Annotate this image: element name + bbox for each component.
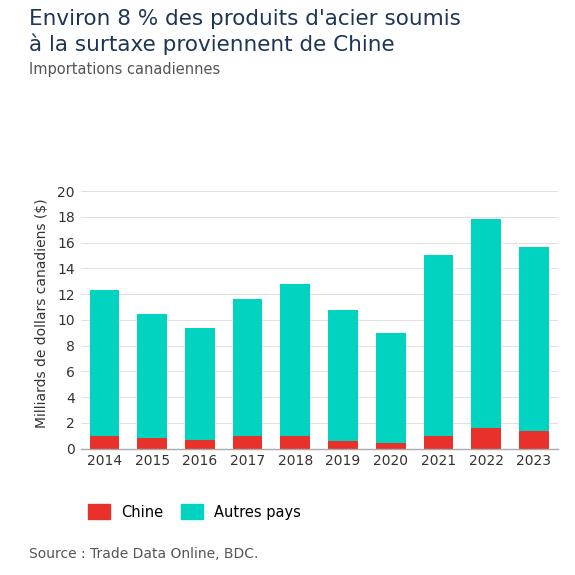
Bar [424,255,453,436]
Bar [185,440,214,448]
Bar [137,314,167,438]
Bar [472,220,501,428]
Bar [137,438,167,448]
Bar [281,436,310,449]
Bar [328,442,358,448]
Bar [424,436,453,449]
Legend: Chine, Autres pays: Chine, Autres pays [88,504,301,520]
Text: Source : Trade Data Online, BDC.: Source : Trade Data Online, BDC. [29,547,258,561]
Bar [328,310,358,442]
Text: Importations canadiennes: Importations canadiennes [29,62,220,76]
Bar [233,436,262,449]
Bar [90,290,119,436]
Bar [519,431,549,448]
Bar [90,436,119,449]
Bar [472,428,501,448]
Bar [376,334,405,443]
Bar [519,247,549,431]
Text: à la surtaxe proviennent de Chine: à la surtaxe proviennent de Chine [29,33,394,55]
Y-axis label: Milliards de dollars canadiens ($): Milliards de dollars canadiens ($) [35,198,49,428]
Bar [281,284,310,436]
Text: Environ 8 % des produits d'acier soumis: Environ 8 % des produits d'acier soumis [29,9,461,29]
Bar [185,328,214,440]
Bar [233,299,262,436]
Bar [376,443,405,448]
